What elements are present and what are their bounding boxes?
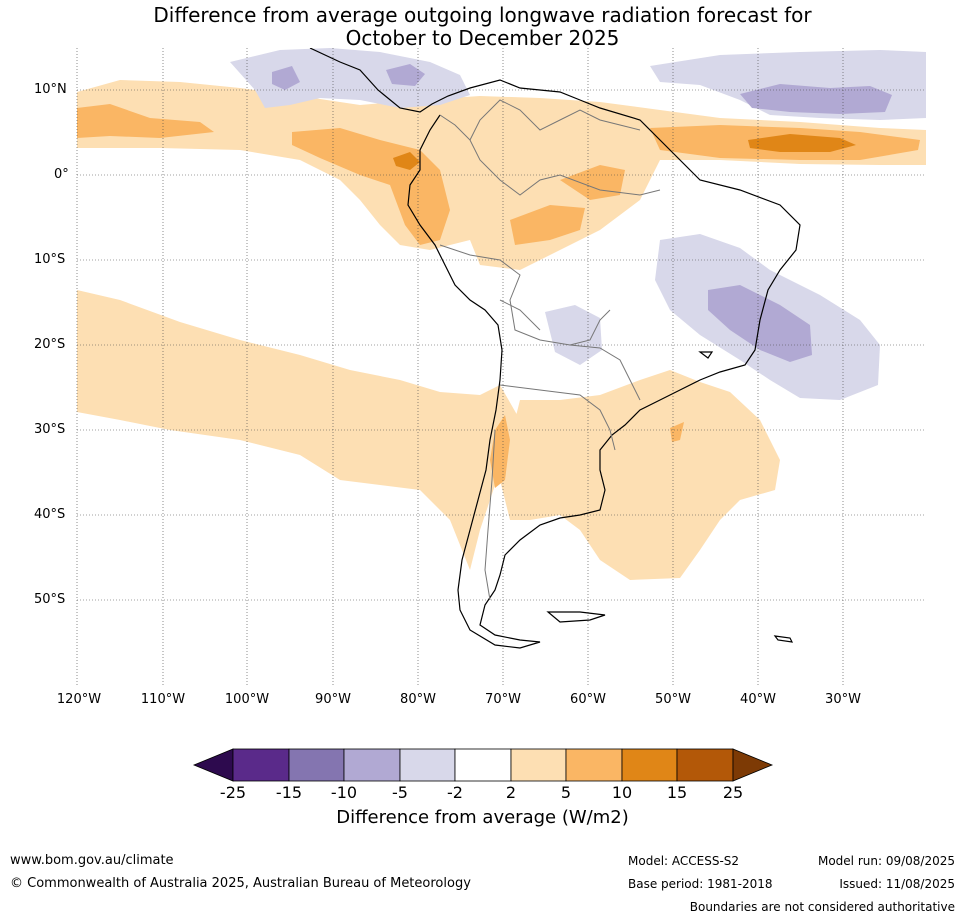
colorbar-segment (232, 748, 290, 782)
colorbar-tick: -5 (392, 783, 408, 802)
boundaries-disclaimer: Boundaries are not considered authoritat… (689, 900, 955, 914)
copyright-text: © Commonwealth of Australia 2025, Austra… (10, 876, 471, 891)
colorbar-tick: -10 (330, 783, 358, 802)
lat-label-50s: 50°S (34, 592, 66, 607)
colorbar-segment (399, 748, 456, 782)
colorbar-segment (565, 748, 623, 782)
anomaly-shading (77, 48, 926, 580)
model-run-date: Model run: 09/08/2025 (817, 854, 955, 868)
colorbar-segment (676, 748, 734, 782)
anomaly-region-2-5 (205, 88, 228, 104)
colorbar-tick: -25 (219, 783, 247, 802)
anomaly-region-neg-strong (740, 84, 892, 114)
colorbar-label: Difference from average (W/m2) (336, 807, 629, 828)
anomaly-region-neg (545, 305, 602, 365)
lat-label-0: 0° (54, 167, 69, 182)
anomaly-region-neg-strong (272, 66, 300, 90)
colorbar-min-arrow (192, 748, 234, 782)
anomaly-region-5-10 (510, 205, 585, 245)
colorbar-tick: -2 (447, 783, 463, 802)
lon-label-70w: 70°W (485, 692, 521, 707)
colorbar-segment (288, 748, 345, 782)
lat-label-30s: 30°S (34, 422, 66, 437)
lon-label-100w: 100°W (224, 692, 270, 707)
base-period: Base period: 1981-2018 (628, 877, 773, 891)
title-line-2: October to December 2025 (345, 26, 620, 50)
colorbar-tick: -15 (275, 783, 303, 802)
lon-label-30w: 30°W (825, 692, 861, 707)
colorbar-tick: 15 (666, 783, 688, 802)
issued-date: Issued: 11/08/2025 (839, 877, 955, 891)
colorbar-tick: 5 (560, 783, 572, 802)
lon-label-40w: 40°W (740, 692, 776, 707)
colorbar-tick: 2 (505, 783, 517, 802)
lon-label-80w: 80°W (400, 692, 436, 707)
country-borders (439, 99, 661, 601)
anomaly-region-2-5 (500, 370, 780, 580)
lon-label-120w: 120°W (56, 692, 102, 707)
lon-label-60w: 60°W (570, 692, 606, 707)
lat-label-10s: 10°S (34, 252, 66, 267)
colorbar-segment (454, 748, 512, 782)
coastline (309, 48, 801, 649)
colorbar-max-arrow (732, 748, 774, 782)
colorbar-segment (510, 748, 567, 782)
model-name: Model: ACCESS-S2 (628, 854, 740, 868)
colorbar-segment (621, 748, 678, 782)
graticule (76, 48, 926, 685)
anomaly-region-neg-strong (386, 64, 425, 86)
anomaly-region-neg (230, 48, 470, 108)
lat-label-10n: 10°N (34, 82, 67, 97)
colorbar-tick: 25 (722, 783, 744, 802)
anomaly-region-10-15 (748, 134, 856, 152)
anomaly-region-10-15 (393, 152, 420, 170)
colorbar-segment (343, 748, 401, 782)
map-title: Difference from average outgoing longwav… (0, 4, 965, 50)
anomaly-region-2-5 (77, 290, 520, 570)
lat-label-20s: 20°S (34, 337, 66, 352)
colorbar (192, 748, 774, 782)
title-line-1: Difference from average outgoing longwav… (153, 3, 812, 27)
anomaly-region-5-10 (670, 422, 684, 442)
lat-label-40s: 40°S (34, 507, 66, 522)
lon-label-110w: 110°W (140, 692, 186, 707)
lon-label-90w: 90°W (315, 692, 351, 707)
colorbar-tick: 10 (611, 783, 633, 802)
website-link[interactable]: www.bom.gov.au/climate (10, 853, 174, 868)
anomaly-region-5-10 (77, 104, 214, 138)
lon-label-50w: 50°W (655, 692, 691, 707)
